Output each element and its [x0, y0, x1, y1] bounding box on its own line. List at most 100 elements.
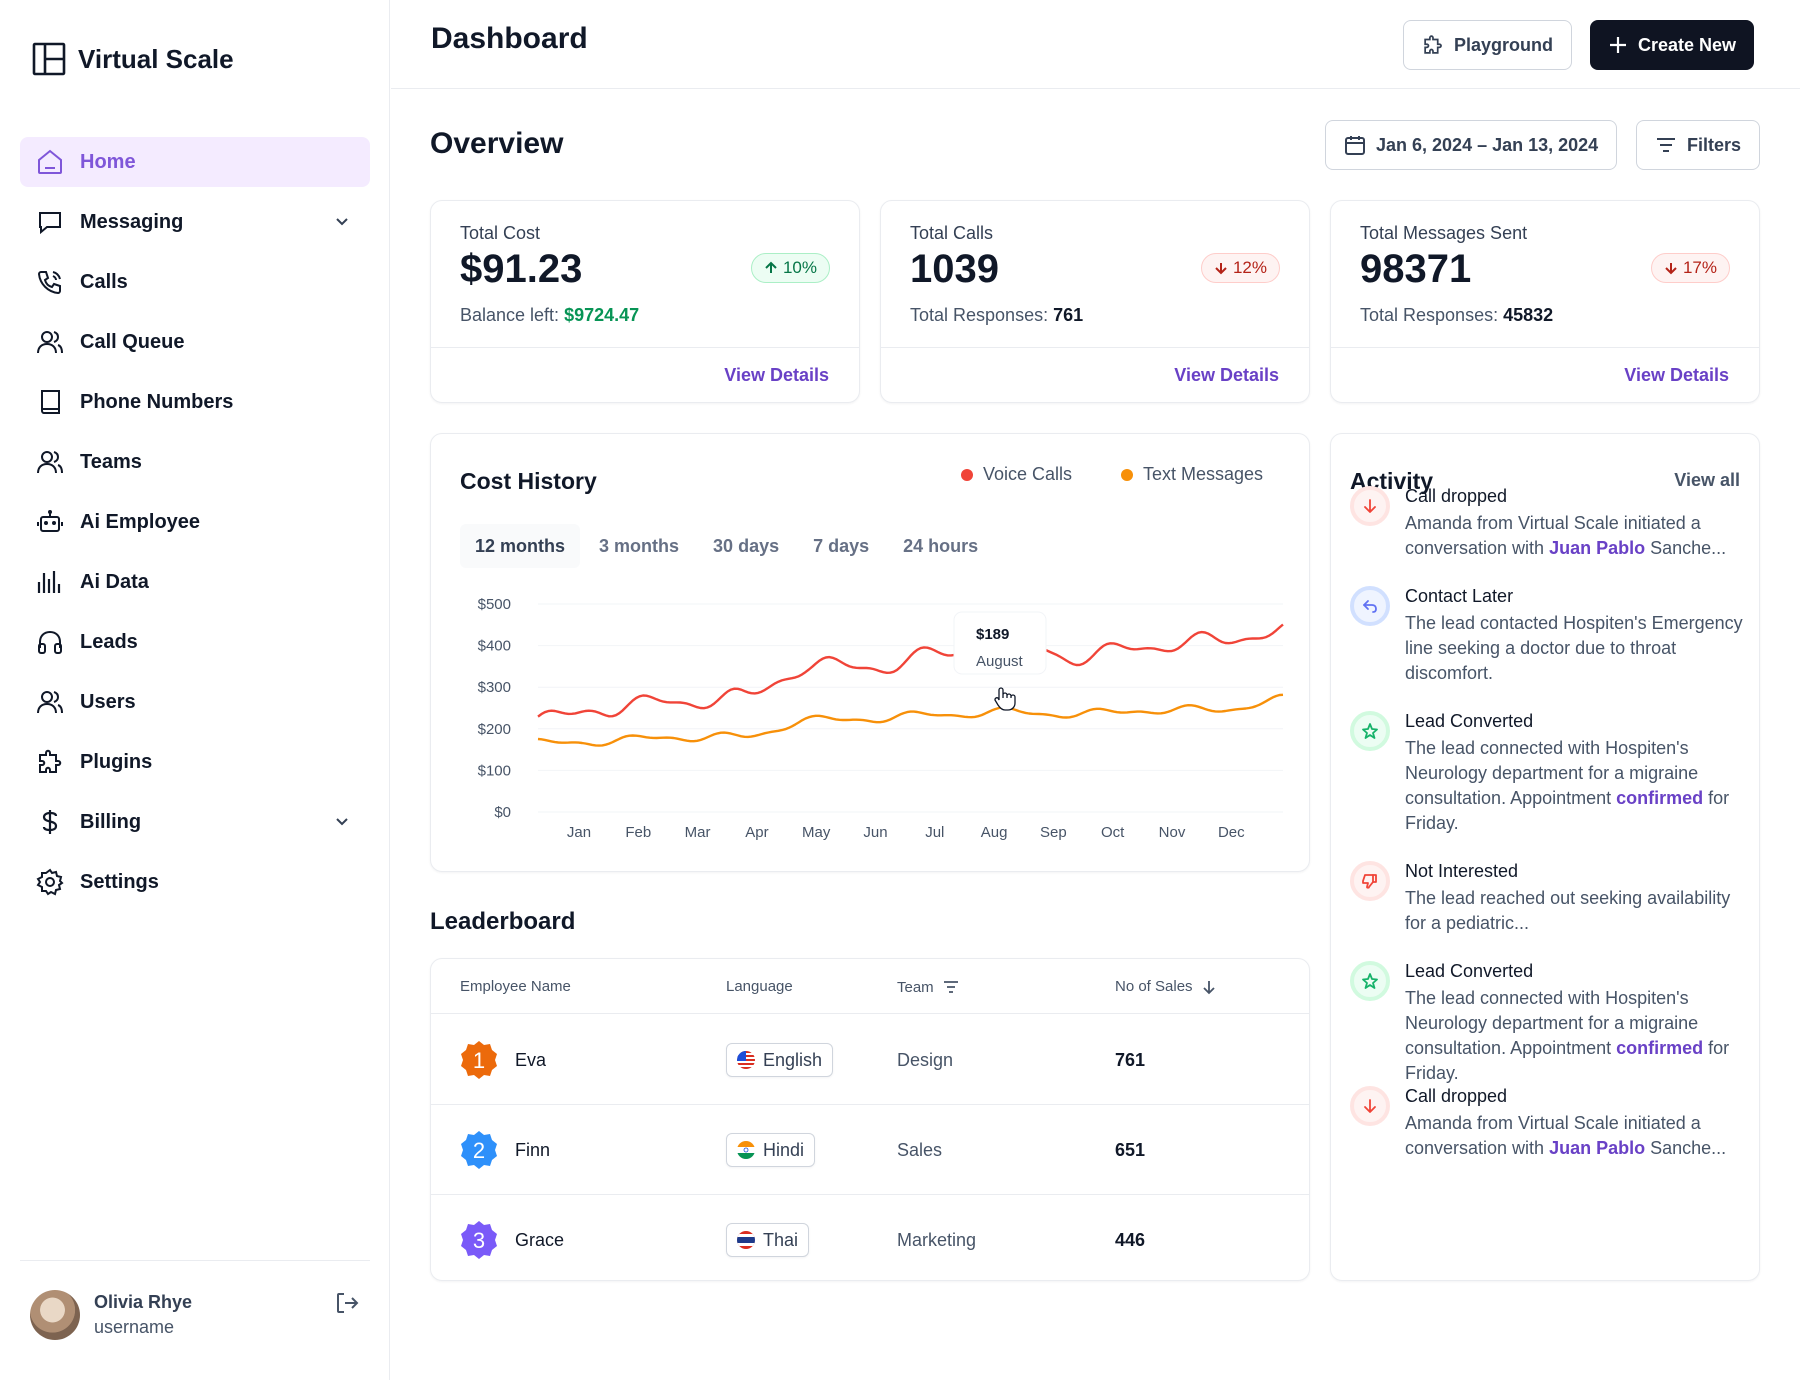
stat-sub-label: Total Responses: — [1360, 305, 1499, 325]
highlight-link[interactable]: Juan Pablo — [1549, 538, 1646, 558]
activity-title: Call dropped — [1405, 1086, 1508, 1106]
sidebar-item-billing[interactable]: Billing — [20, 797, 370, 847]
sidebar-item-label: Settings — [80, 870, 159, 893]
tab-30-days[interactable]: 30 days — [713, 535, 780, 556]
tab-7-days[interactable]: 7 days — [813, 535, 870, 556]
stat-value: $91.23 — [460, 247, 583, 291]
puzzle-icon — [39, 749, 62, 773]
stat-sub-label: Total Responses: — [910, 305, 1049, 325]
view-details-link[interactable]: View Details — [1174, 365, 1279, 385]
filters-button[interactable]: Filters — [1636, 120, 1761, 170]
sidebar-item-ai-data[interactable]: Ai Data — [20, 557, 370, 607]
create-new-button[interactable]: Create New — [1590, 20, 1755, 70]
stat-card-total-messages: Total Messages Sent 98371 17% Total Resp… — [1330, 200, 1760, 403]
view-details-link[interactable]: View Details — [724, 365, 829, 385]
sidebar-item-teams[interactable]: Teams — [20, 437, 370, 487]
sidebar-item-phone-numbers[interactable]: Phone Numbers — [20, 377, 370, 427]
stat-value: 1039 — [910, 247, 999, 291]
stat-sub: Balance left: $9724.47 — [460, 305, 639, 326]
playground-button[interactable]: Playground — [1403, 20, 1573, 70]
sidebar-item-messaging[interactable]: Messaging — [20, 197, 370, 247]
view-all-link[interactable]: View all — [1674, 470, 1740, 490]
user-profile[interactable]: Olivia Rhye username — [30, 1290, 192, 1340]
sidebar-item-leads[interactable]: Leads — [20, 617, 370, 667]
tab-3-months[interactable]: 3 months — [599, 535, 680, 556]
activity-title: Contact Later — [1405, 586, 1514, 606]
rank-number: 1 — [473, 1048, 485, 1073]
users-icon — [37, 691, 63, 714]
x-tick-label: Apr — [745, 824, 768, 841]
chevron-down-icon[interactable] — [332, 212, 352, 232]
activity-description: The lead connected with Hospiten's Neuro… — [1405, 986, 1745, 1086]
sidebar-item-users[interactable]: Users — [20, 677, 370, 727]
highlight-link[interactable]: confirmed — [1616, 1038, 1704, 1058]
column-header-team[interactable]: Team — [897, 978, 960, 996]
time-range-tabs: 12 months 3 months 30 days 7 days 24 hou… — [460, 524, 993, 568]
sales-count: 651 — [1115, 1140, 1146, 1160]
stat-label: Total Cost — [460, 223, 541, 243]
leaderboard-table: Employee Name Language Team No of Sales … — [430, 958, 1310, 1281]
description-text: for Friday. — [1405, 788, 1730, 833]
table-row[interactable]: 2 Finn Hindi Sales 651 — [431, 1105, 1309, 1195]
activity-title: Call dropped — [1405, 486, 1508, 506]
y-tick-label: $300 — [478, 679, 511, 696]
arrow-down-icon[interactable] — [1201, 979, 1217, 995]
legend-item-text-messages: Text Messages — [1121, 464, 1263, 485]
column-header-sales[interactable]: No of Sales — [1115, 978, 1217, 995]
stat-sub-value: 761 — [1053, 305, 1084, 325]
language-chip: English — [726, 1043, 834, 1077]
view-details-link[interactable]: View Details — [1624, 365, 1729, 385]
logout-icon[interactable] — [334, 1290, 360, 1316]
y-tick-label: $200 — [478, 721, 511, 738]
divider — [881, 347, 1309, 348]
sidebar-divider — [20, 1260, 370, 1261]
column-label: No of Sales — [1115, 978, 1193, 995]
filters-label: Filters — [1687, 134, 1742, 155]
sidebar-item-home[interactable]: Home — [20, 137, 370, 187]
cost-history-chart[interactable]: $0 $100 $200 $300 $400 $500 Jan Feb Mar Apr May Jun… — [431, 434, 1311, 873]
rank-number: 3 — [473, 1228, 485, 1253]
table-row[interactable]: 3 Grace Thai Marketing 446 — [431, 1195, 1309, 1285]
description-text: Amanda from Virtual Scale initiated a co… — [1405, 513, 1701, 558]
x-tick-label: Aug — [981, 824, 1008, 841]
legend-label: Voice Calls — [983, 464, 1073, 484]
description-text: Amanda from Virtual Scale initiated a co… — [1405, 1113, 1701, 1158]
change-value: 12% — [1232, 258, 1267, 277]
playground-label: Playground — [1454, 34, 1554, 55]
chevron-down-icon[interactable] — [332, 812, 352, 832]
page-title: Dashboard — [431, 22, 588, 55]
date-range-picker[interactable]: Jan 6, 2024 – Jan 13, 2024 — [1325, 120, 1618, 170]
rank-number: 2 — [473, 1138, 485, 1163]
sidebar-item-label: Calls — [80, 270, 128, 293]
employee-name: Grace — [515, 1230, 565, 1250]
tab-24-hours[interactable]: 24 hours — [903, 535, 979, 556]
voice-calls-line — [537, 623, 1284, 718]
highlight-link[interactable]: confirmed — [1616, 788, 1704, 808]
x-tick-label: Oct — [1101, 824, 1125, 841]
column-label: Employee Name — [460, 978, 571, 995]
highlight-link[interactable]: Juan Pablo — [1549, 1138, 1646, 1158]
sidebar-item-ai-employee[interactable]: Ai Employee — [20, 497, 370, 547]
tab-12-months[interactable]: 12 months — [460, 524, 581, 568]
filter-lines-icon[interactable] — [942, 978, 960, 996]
topbar: Dashboard Playground Create New — [391, 0, 1800, 89]
users-icon — [37, 331, 63, 354]
stat-value: 98371 — [1360, 247, 1472, 291]
column-header-employee[interactable]: Employee Name — [460, 978, 571, 995]
reply-arrow-icon — [1350, 586, 1390, 626]
app-logo[interactable]: Virtual Scale — [32, 42, 234, 76]
phone-icon — [37, 271, 61, 295]
create-new-label: Create New — [1638, 34, 1737, 55]
y-tick-label: $100 — [478, 762, 511, 779]
column-header-language[interactable]: Language — [726, 978, 793, 995]
x-tick-label: Jan — [567, 824, 591, 841]
description-text: The lead contacted Hospiten's Emergency … — [1405, 613, 1743, 683]
sidebar-item-calls[interactable]: Calls — [20, 257, 370, 307]
table-row[interactable]: 1 Eva English Design 761 — [431, 1015, 1309, 1105]
sidebar-item-settings[interactable]: Settings — [20, 857, 370, 907]
sidebar-item-plugins[interactable]: Plugins — [20, 737, 370, 787]
stat-sub: Total Responses: 45832 — [1360, 305, 1553, 326]
sidebar-item-call-queue[interactable]: Call Queue — [20, 317, 370, 367]
sidebar-item-label: Users — [80, 690, 136, 713]
activity-panel: Activity View all Call dropped Amanda fro… — [1330, 433, 1760, 1281]
